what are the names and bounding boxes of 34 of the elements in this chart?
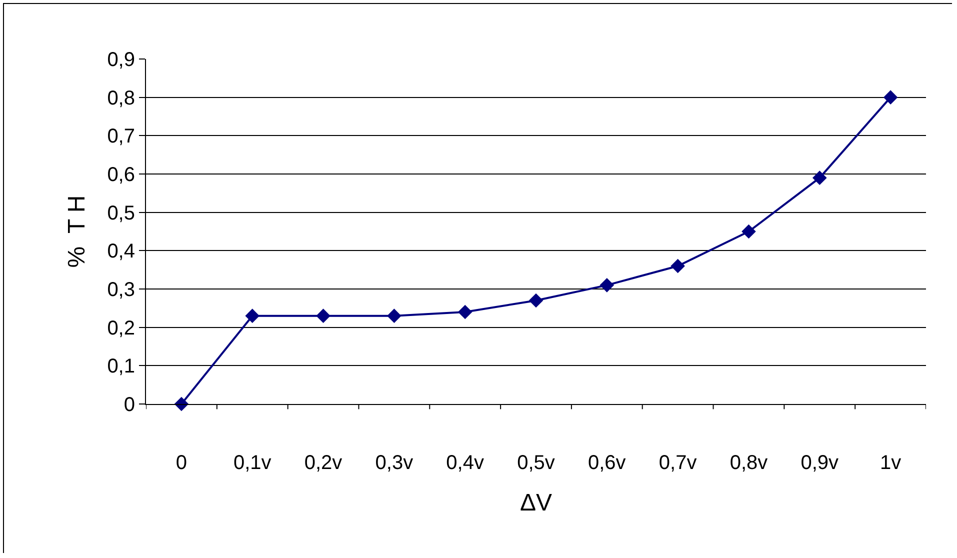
y-tick-label: 0,8 <box>107 87 135 110</box>
x-tick-label: 0,3v <box>375 452 414 474</box>
x-tick-label: 0,8v <box>730 452 768 474</box>
point <box>883 90 898 104</box>
y-tick-label: 0,7 <box>107 126 135 148</box>
y-tick-label: 0,5 <box>107 202 135 224</box>
x-tick-label: 0,9v <box>800 452 839 474</box>
y-tick-label: 0,6 <box>107 164 135 186</box>
y-tick-label: 0,9 <box>107 49 135 71</box>
x-tick-label: 0,4v <box>446 452 484 474</box>
x-tick-label: 0,6v <box>588 452 626 474</box>
point <box>174 396 189 412</box>
point <box>458 304 472 320</box>
x-tick-label: 1v <box>880 452 902 474</box>
x-tick-label: 0,7v <box>658 452 697 474</box>
y-axis-title: % T H <box>63 195 90 268</box>
x-tick-label: 0,5v <box>517 452 555 474</box>
x-tick-label: 0 <box>176 452 188 474</box>
x-tick-label: 0,2v <box>304 452 342 474</box>
y-tick-label: 0,1 <box>107 356 135 378</box>
point <box>600 278 614 292</box>
y-tick-label: 0,4 <box>107 240 135 263</box>
point <box>316 308 330 323</box>
point <box>812 170 827 185</box>
point <box>670 258 685 274</box>
x-tick-label: 0,1v <box>233 452 272 474</box>
point <box>528 293 544 308</box>
y-tick-label: 0 <box>124 394 135 416</box>
y-tick-label: 0,2 <box>107 317 135 340</box>
y-tick-label: 0,3 <box>107 279 135 301</box>
point <box>245 308 260 323</box>
point <box>742 224 756 239</box>
x-axis-title: ΔV <box>520 489 552 516</box>
point <box>387 308 402 323</box>
